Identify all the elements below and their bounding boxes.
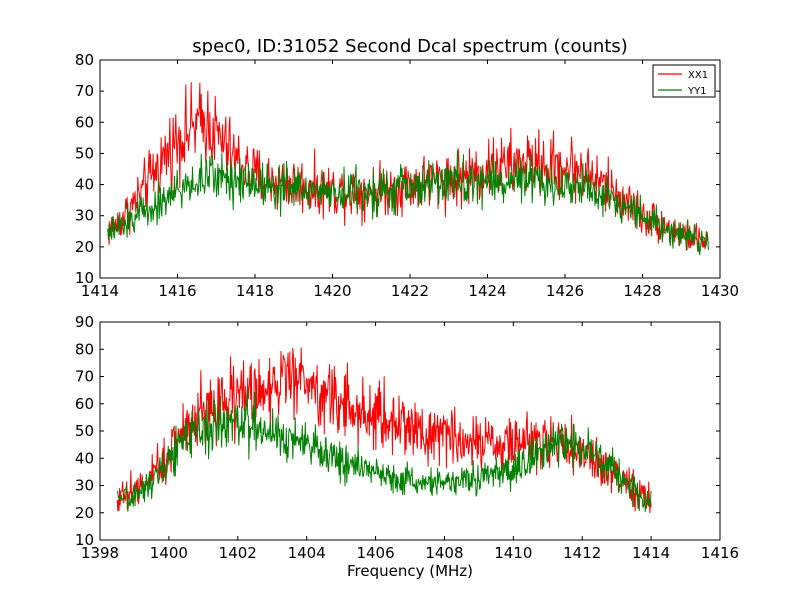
top-series-yy1 xyxy=(107,149,709,256)
legend-label-xx1: XX1 xyxy=(688,70,708,81)
legend-label-yy1: YY1 xyxy=(687,86,707,97)
x-tick-label: 1420 xyxy=(313,282,351,300)
x-tick-label: 1430 xyxy=(701,282,739,300)
y-tick-label: 40 xyxy=(75,449,94,467)
y-tick-label: 60 xyxy=(75,113,94,131)
y-tick-label: 30 xyxy=(75,207,94,225)
top-chart-title: spec0, ID:31052 Second Dcal spectrum (co… xyxy=(192,36,627,57)
x-tick-label: 1426 xyxy=(546,282,584,300)
x-tick-label: 1410 xyxy=(494,544,532,562)
x-tick-label: 1416 xyxy=(701,544,739,562)
x-tick-label: 1400 xyxy=(150,544,188,562)
x-tick-label: 1422 xyxy=(391,282,429,300)
bottom-series-line-2 xyxy=(116,389,652,512)
x-tick-label: 1398 xyxy=(81,544,119,562)
y-tick-label: 80 xyxy=(75,340,94,358)
y-tick-label: 20 xyxy=(75,238,94,256)
x-tick-label: 1406 xyxy=(356,544,394,562)
bottom-x-axis-label: Frequency (MHz) xyxy=(347,562,473,580)
y-tick-label: 80 xyxy=(75,51,94,69)
x-tick-label: 1418 xyxy=(236,282,274,300)
y-tick-label: 20 xyxy=(75,504,94,522)
y-tick-label: 50 xyxy=(75,422,94,440)
y-tick-label: 10 xyxy=(75,269,94,287)
x-tick-label: 1414 xyxy=(632,544,670,562)
x-tick-label: 1414 xyxy=(81,282,119,300)
y-tick-label: 90 xyxy=(75,313,94,331)
top-axis-ticks: 1414 1416 1418 1420 1422 1424 1426 1428 1430 10 20… xyxy=(75,51,739,300)
top-panel: spec0, ID:31052 Second Dcal spectrum (co… xyxy=(75,36,739,300)
y-tick-label: 10 xyxy=(75,531,94,549)
y-tick-label: 60 xyxy=(75,395,94,413)
y-tick-label: 70 xyxy=(75,368,94,386)
x-tick-label: 1408 xyxy=(425,544,463,562)
top-series-xx1 xyxy=(107,81,709,252)
x-tick-label: 1402 xyxy=(219,544,257,562)
x-tick-label: 1416 xyxy=(158,282,196,300)
y-tick-label: 40 xyxy=(75,176,94,194)
bottom-panel: 1398 1400 1402 1404 1406 1408 1410 1412 1414 1416… xyxy=(75,313,739,580)
x-tick-label: 1424 xyxy=(468,282,506,300)
bottom-axis-ticks: 1398 1400 1402 1404 1406 1408 1410 1412 1414 1416… xyxy=(75,313,739,562)
x-tick-label: 1428 xyxy=(623,282,661,300)
x-tick-label: 1412 xyxy=(563,544,601,562)
y-tick-label: 30 xyxy=(75,477,94,495)
y-tick-label: 50 xyxy=(75,144,94,162)
y-tick-label: 70 xyxy=(75,82,94,100)
top-plot-area xyxy=(107,81,709,256)
legend-frame xyxy=(652,64,716,98)
x-tick-label: 1404 xyxy=(288,544,326,562)
bottom-plot-area xyxy=(116,347,652,514)
top-legend: XX1 YY1 xyxy=(652,64,716,98)
